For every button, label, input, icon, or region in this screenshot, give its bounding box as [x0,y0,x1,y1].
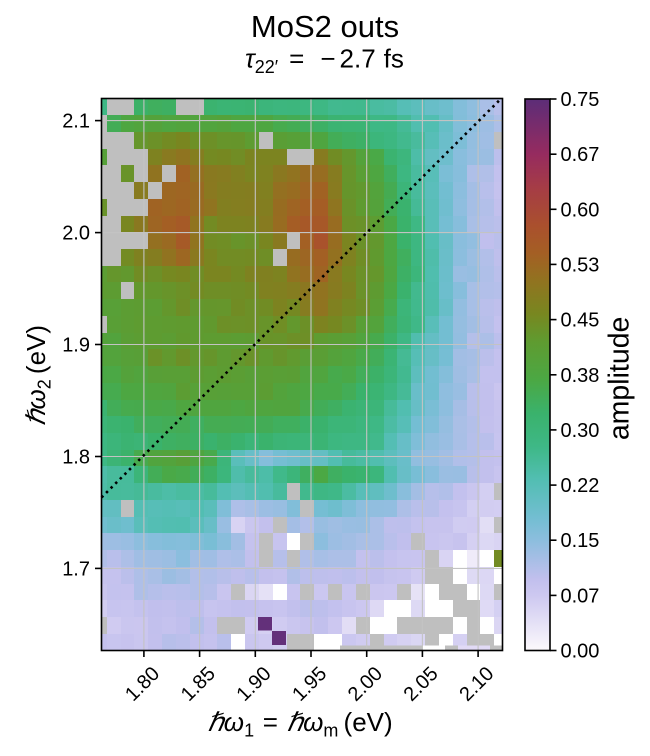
svg-text:0.22: 0.22 [561,475,600,497]
svg-text:0.60: 0.60 [561,199,600,221]
svg-text:0.07: 0.07 [561,585,600,607]
svg-text:0.45: 0.45 [561,310,600,332]
svg-text:0.00: 0.00 [561,641,600,663]
svg-text:MoS2 outs: MoS2 outs [251,9,399,44]
svg-text:ℏω2 (eV): ℏω2 (eV) [21,325,55,426]
svg-text:0.30: 0.30 [561,420,600,442]
svg-text:0.53: 0.53 [561,254,600,276]
svg-text:0.15: 0.15 [561,530,600,552]
svg-text:1.8: 1.8 [62,447,90,469]
svg-text:amplitude: amplitude [604,317,636,441]
svg-text:1.7: 1.7 [62,558,90,580]
svg-text:0.75: 0.75 [561,89,600,111]
svg-text:2.0: 2.0 [62,223,90,245]
svg-text:1.9: 1.9 [62,335,90,357]
svg-text:0.38: 0.38 [561,365,600,387]
svg-text:2.1: 2.1 [62,111,90,133]
svg-text:τ22′=−2.7fs: τ22′ = −2.7 fs [245,44,404,78]
svg-text:ℏω1 = ℏωm (eV): ℏω1 = ℏωm (eV) [207,707,392,741]
svg-text:0.67: 0.67 [561,144,600,166]
